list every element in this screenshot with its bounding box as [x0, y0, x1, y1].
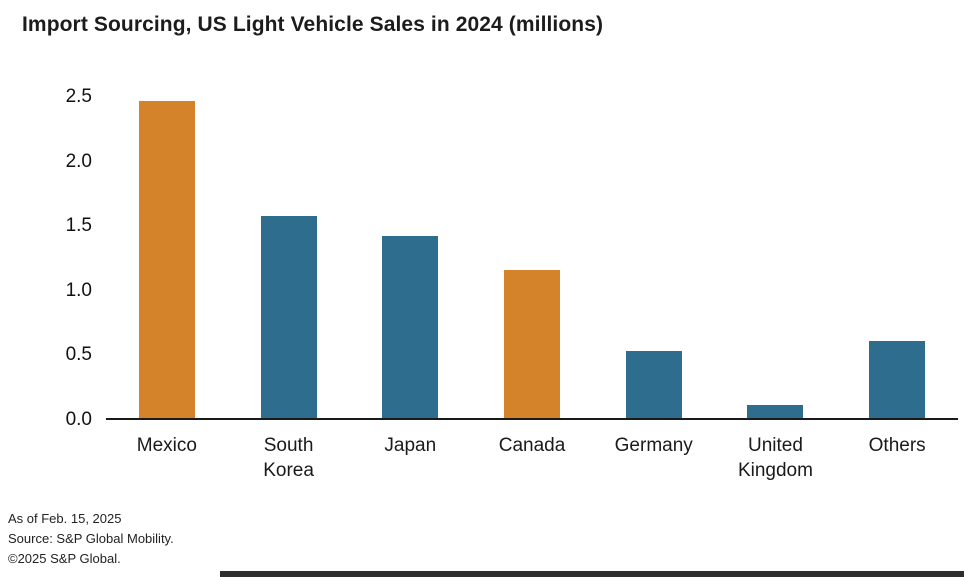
x-tick-label-south-korea: South Korea: [263, 435, 314, 481]
y-tick-label: 1.5: [65, 215, 92, 237]
y-tick-label: 2.0: [65, 150, 92, 172]
chart-title: Import Sourcing, US Light Vehicle Sales …: [22, 13, 604, 36]
x-tick-label-japan: Japan: [384, 435, 437, 456]
x-tick-label-united-kingdom: United Kingdom: [737, 435, 813, 481]
footer-source: Source: S&P Global Mobility.: [8, 530, 174, 546]
bar-south-korea: [260, 216, 317, 418]
bar-canada: [504, 270, 561, 418]
bar-slot: [715, 97, 837, 418]
bar-others: [869, 340, 926, 418]
bar-germany: [625, 351, 682, 418]
bar-slot: [471, 97, 593, 418]
y-tick-label: 0.0: [65, 409, 92, 430]
bar-slot: [106, 97, 228, 418]
footer-copyright: ©2025 S&P Global.: [8, 550, 121, 566]
x-tick-label-mexico: Mexico: [136, 435, 197, 456]
bar-slot: [228, 97, 350, 418]
video-progress-bar[interactable]: [220, 571, 964, 577]
x-axis-labels: Mexico South Korea Japan Canada Germany Unite…: [106, 428, 958, 483]
bar-japan: [382, 235, 439, 418]
x-tick-label-germany: Germany: [614, 435, 693, 456]
x-tick-label-others: Others: [868, 435, 926, 456]
x-tick-label-canada: Canada: [498, 435, 566, 456]
bar-mexico: [138, 100, 195, 418]
bar-slot: [593, 97, 715, 418]
chart-footer: As of Feb. 15, 2025 Source: S&P Global M…: [8, 509, 174, 569]
y-tick-label: 0.5: [65, 344, 92, 366]
chart-area: 0.0 0.5 1.0 1.5 2.0 2.5: [28, 86, 958, 430]
bar-slot: [349, 97, 471, 418]
y-tick-label: 2.5: [65, 86, 92, 107]
y-tick-label: 1.0: [65, 279, 92, 301]
bar-slot: [836, 97, 958, 418]
footer-as-of: As of Feb. 15, 2025: [8, 510, 122, 526]
plot-area: [106, 97, 958, 420]
bar-united-kingdom: [747, 405, 804, 418]
y-axis: 0.0 0.5 1.0 1.5 2.0 2.5: [28, 86, 106, 430]
